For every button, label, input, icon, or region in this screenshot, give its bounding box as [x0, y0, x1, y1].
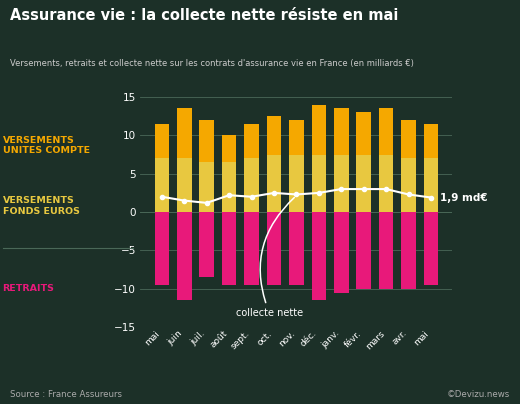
- Bar: [289, 120, 304, 154]
- Bar: [154, 212, 169, 285]
- Bar: [177, 212, 191, 300]
- Bar: [267, 212, 281, 285]
- Bar: [311, 105, 326, 154]
- Text: VERSEMENTS
FONDS EUROS: VERSEMENTS FONDS EUROS: [3, 196, 80, 216]
- Bar: [356, 154, 371, 212]
- Bar: [177, 108, 191, 158]
- Bar: [311, 212, 326, 300]
- Text: VERSEMENTS
UNITES COMPTE: VERSEMENTS UNITES COMPTE: [3, 136, 90, 155]
- Bar: [289, 154, 304, 212]
- Text: Assurance vie : la collecte nette résiste en mai: Assurance vie : la collecte nette résist…: [10, 8, 399, 23]
- Bar: [379, 154, 393, 212]
- Bar: [222, 135, 237, 162]
- Text: RETRAITS: RETRAITS: [3, 284, 55, 293]
- Text: ©Devizu.news: ©Devizu.news: [446, 390, 510, 399]
- Bar: [154, 158, 169, 212]
- Bar: [424, 212, 438, 285]
- Bar: [200, 162, 214, 212]
- Bar: [289, 212, 304, 285]
- Bar: [334, 108, 348, 154]
- Bar: [334, 212, 348, 292]
- Bar: [424, 158, 438, 212]
- Text: collecte nette: collecte nette: [236, 198, 303, 318]
- Bar: [424, 124, 438, 158]
- Bar: [244, 212, 259, 285]
- Bar: [244, 124, 259, 158]
- Bar: [356, 112, 371, 154]
- Bar: [401, 158, 416, 212]
- Bar: [311, 154, 326, 212]
- Bar: [379, 108, 393, 154]
- Bar: [334, 154, 348, 212]
- Bar: [379, 212, 393, 289]
- Bar: [356, 212, 371, 289]
- Text: Versements, retraits et collecte nette sur les contrats d'assurance vie en Franc: Versements, retraits et collecte nette s…: [10, 59, 414, 67]
- Text: 1,9 md€: 1,9 md€: [440, 193, 488, 202]
- Bar: [222, 162, 237, 212]
- Bar: [154, 124, 169, 158]
- Bar: [401, 212, 416, 289]
- Bar: [267, 116, 281, 154]
- Bar: [200, 212, 214, 277]
- Bar: [401, 120, 416, 158]
- Bar: [200, 120, 214, 162]
- Bar: [244, 158, 259, 212]
- Bar: [222, 212, 237, 285]
- Text: Source : France Assureurs: Source : France Assureurs: [10, 390, 122, 399]
- Bar: [177, 158, 191, 212]
- Bar: [267, 154, 281, 212]
